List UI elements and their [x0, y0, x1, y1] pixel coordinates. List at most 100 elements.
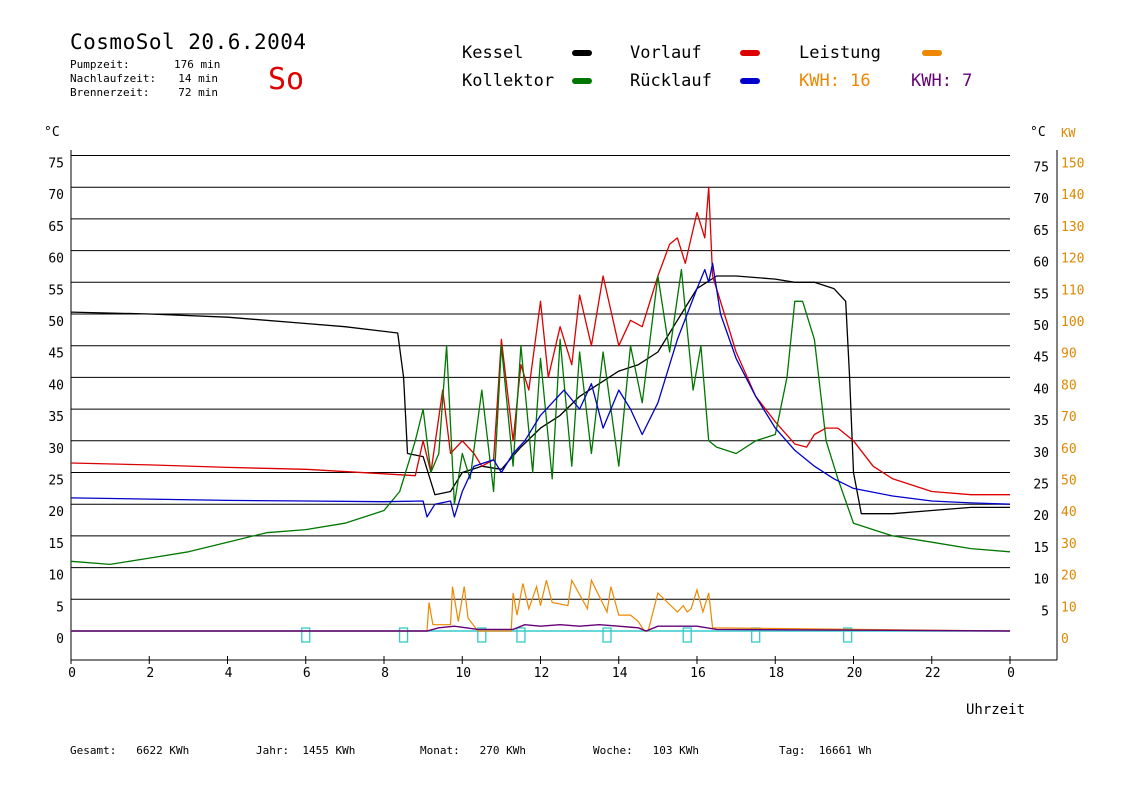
footer-month: Monat: 270 KWh [420, 744, 526, 757]
pump-marker [682, 627, 692, 643]
y-tick-label-left: 70 [48, 188, 64, 203]
axes [70, 150, 1058, 664]
y-tick-label-kw: 140 [1061, 188, 1084, 203]
burner-time-stat: Brennerzeit: 72 min [70, 86, 218, 99]
series-leistung-line [71, 578, 1011, 632]
y-tick-label-right-celsius: 40 [1033, 382, 1049, 397]
legend-kollektor-swatch [572, 78, 592, 84]
burner-time-value: 72 min [178, 86, 218, 99]
legend-leistung-label: Leistung [799, 43, 881, 63]
x-tick-label: 14 [612, 666, 628, 681]
y-tick-label-right-celsius: 55 [1033, 287, 1049, 302]
weekday-label: So [268, 62, 305, 97]
y-tick-label-kw: 120 [1061, 252, 1084, 267]
x-tick-label: 18 [768, 666, 784, 681]
footer-week: Woche: 103 KWh [593, 744, 699, 757]
series-kwh-burner-line [71, 623, 1011, 632]
legend-vorlauf-swatch [740, 50, 760, 56]
y-tick-label-right-celsius: 20 [1033, 509, 1049, 524]
footer-total-value: 6622 KWh [136, 744, 190, 757]
y-tick-label-left: 50 [48, 315, 64, 330]
y-tick-label-right-celsius: 10 [1033, 573, 1049, 588]
x-tick-label: 12 [534, 666, 550, 681]
pump-marker [477, 627, 487, 643]
y-tick-label-right-celsius: 60 [1033, 256, 1049, 271]
y-tick-label-right-celsius: 50 [1033, 319, 1049, 334]
y-tick-label-left: 40 [48, 378, 64, 393]
pump-time-label: Pumpzeit: [70, 58, 130, 71]
series-lines [70, 186, 1011, 643]
y-tick-label-right-celsius: 15 [1033, 541, 1049, 556]
burner-time-label: Brennerzeit: [70, 86, 150, 99]
y-tick-label-left: 10 [48, 569, 64, 584]
footer-month-value: 270 KWh [479, 744, 526, 757]
legend-ruecklauf-label: Rücklauf [630, 71, 712, 91]
y-tick-label-left: 5 [56, 600, 64, 615]
x-tick-label: 4 [225, 666, 233, 681]
x-tick-label: 10 [455, 666, 471, 681]
x-tick-label: 0 [68, 666, 76, 681]
y-tick-label-right-celsius: 35 [1033, 414, 1049, 429]
legend-kessel-label: Kessel [462, 43, 524, 63]
series-ruecklauf-line [70, 262, 1011, 518]
footer-year-label: Jahr: [256, 744, 290, 757]
pump-marker [842, 627, 853, 643]
x-tick-label: 16 [690, 666, 706, 681]
y-tick-label-kw: 50 [1061, 474, 1077, 489]
series-kollektor-line [70, 268, 1011, 566]
y-tick-label-left: 25 [48, 474, 64, 489]
series-vorlauf-line [70, 186, 1010, 496]
y-tick-label-left: 45 [48, 347, 64, 362]
y-tick-label-right-celsius: 5 [1041, 604, 1049, 619]
y-tick-label-kw: 100 [1061, 315, 1084, 330]
y-tick-label-right-celsius: 70 [1033, 192, 1049, 207]
y-tick-label-right-celsius: 45 [1033, 351, 1049, 366]
x-tick-label: 2 [146, 666, 154, 681]
y-tick-label-right-celsius: 30 [1033, 446, 1049, 461]
x-axis-label: Uhrzeit [966, 702, 1025, 718]
legend-kwh-solar: KWH: 16 [799, 71, 871, 91]
pump-marker [301, 627, 311, 643]
legend-kwh-burner: KWH: 7 [911, 71, 973, 91]
series-kessel-line [70, 275, 1010, 515]
legend-leistung-swatch [922, 50, 942, 56]
followup-time-value: 14 min [178, 72, 218, 85]
y-tick-label-kw: 90 [1061, 347, 1077, 362]
y-axis-label-right-celsius: °C [1030, 125, 1046, 140]
gridlines [71, 155, 1010, 600]
y-tick-label-right-celsius: 75 [1033, 161, 1049, 176]
pump-marker [516, 627, 526, 643]
followup-time-label: Nachlaufzeit: [70, 72, 157, 85]
y-tick-label-left: 30 [48, 442, 64, 457]
legend-ruecklauf-swatch [740, 78, 760, 84]
y-tick-label-left: 60 [48, 252, 64, 267]
y-tick-label-kw: 60 [1061, 442, 1077, 457]
y-tick-label-right-celsius: 25 [1033, 478, 1049, 493]
legend-kessel-swatch [572, 50, 592, 56]
footer-year: Jahr: 1455 KWh [256, 744, 355, 757]
footer-day: Tag: 16661 Wh [779, 744, 872, 757]
footer-week-value: 103 KWh [652, 744, 699, 757]
y-tick-label-kw: 80 [1061, 378, 1077, 393]
followup-time-stat: Nachlaufzeit: 14 min [70, 72, 218, 85]
y-tick-label-left: 75 [48, 157, 64, 172]
y-tick-label-right-celsius: 65 [1033, 224, 1049, 239]
y-axis-label-right-kw: KW [1061, 126, 1076, 140]
y-tick-label-kw: 130 [1061, 220, 1084, 235]
tick-labels: 0 2 4 6 8 10 12 14 16 18 20 22 005101520253035404550… [48, 157, 1084, 682]
footer-day-value: 16661 Wh [818, 744, 872, 757]
y-tick-label-left: 55 [48, 283, 64, 298]
y-tick-label-left: 15 [48, 537, 64, 552]
footer-total: Gesamt: 6622 KWh [70, 744, 189, 757]
y-tick-label-kw: 0 [1061, 632, 1069, 647]
pump-time-stat: Pumpzeit: 176 min [70, 58, 220, 71]
legend-vorlauf-label: Vorlauf [630, 43, 702, 63]
footer-total-label: Gesamt: [70, 744, 117, 757]
x-tick-label: 0 [1007, 666, 1015, 681]
y-tick-label-left: 0 [56, 632, 64, 647]
y-tick-label-kw: 30 [1061, 537, 1077, 552]
x-tick-label: 20 [847, 666, 863, 681]
footer-day-label: Tag: [779, 744, 806, 757]
y-tick-label-left: 35 [48, 410, 64, 425]
footer-month-label: Monat: [420, 744, 460, 757]
